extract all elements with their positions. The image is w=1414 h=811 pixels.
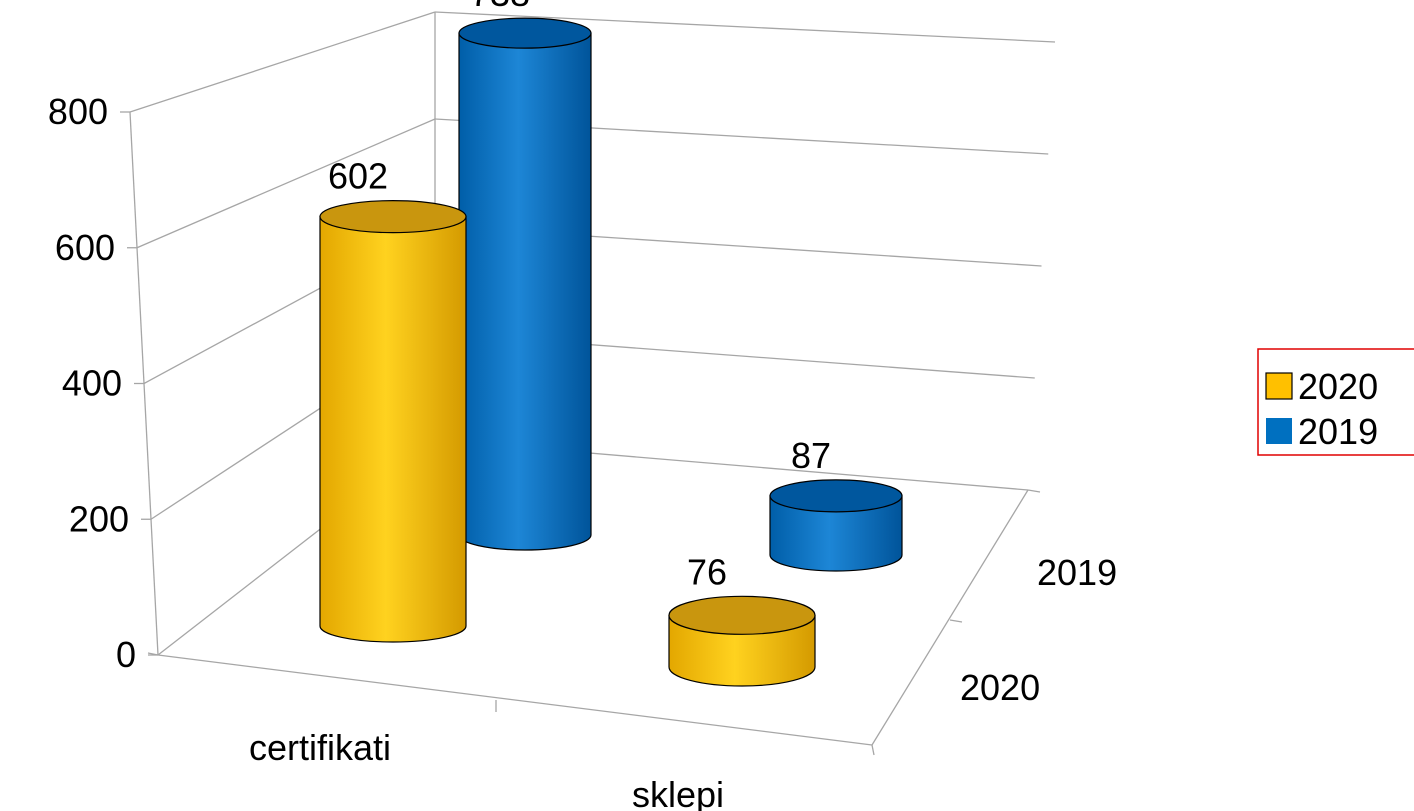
- bar-2019-sklepi-top: [769, 479, 903, 513]
- legend-label-2020: 2020: [1298, 366, 1378, 407]
- side-gridline: [136, 118, 436, 249]
- data-label-2019-sklepi: 87: [791, 435, 831, 476]
- data-label-2020-certifikati: 602: [328, 156, 388, 197]
- axis-tick: [1027, 489, 1041, 493]
- data-label-2020-sklepi: 76: [687, 551, 727, 592]
- legend-swatch-2019: [1266, 418, 1292, 444]
- y-tick-label: 0: [116, 634, 136, 675]
- legend-label-2019: 2019: [1298, 411, 1378, 452]
- data-label-2019-certifikati: 738: [470, 0, 530, 14]
- y-tick-label: 600: [55, 227, 115, 268]
- bar-2020-sklepi: [668, 614, 816, 687]
- y-tick-label: 200: [69, 498, 129, 539]
- axis-tick: [949, 619, 963, 623]
- bar-2019-sklepi: [769, 495, 903, 572]
- depth-axis-line: [871, 489, 1029, 746]
- category-label-sklepi: sklepi: [632, 774, 724, 811]
- bar-2019-certifikati: [458, 32, 592, 551]
- series-2019-bars: [458, 17, 903, 572]
- legend: 2020 2019: [1257, 348, 1414, 456]
- depth-label-2020: 2020: [960, 667, 1040, 708]
- x-axis-line: [157, 654, 873, 746]
- bar-2020-certifikati-top: [319, 200, 467, 234]
- y-tick-label: 400: [62, 363, 122, 404]
- category-label-certifikati: certifikati: [249, 727, 391, 768]
- y-axis-ticks: 0 200 400 600 800: [48, 91, 136, 675]
- bar-2020-sklepi-top: [668, 595, 816, 635]
- data-labels: 602 76 738 87: [328, 0, 831, 592]
- bar-2019-certifikati-top: [458, 17, 592, 49]
- axis-tick: [871, 744, 875, 756]
- series-2020-bars: [319, 200, 816, 687]
- depth-label-2019: 2019: [1037, 552, 1117, 593]
- y-tick-label: 800: [48, 91, 108, 132]
- bar-2020-certifikati: [319, 216, 467, 643]
- legend-box: [1257, 348, 1414, 456]
- back-gridline: [434, 11, 1056, 43]
- legend-swatch-2020: [1265, 372, 1293, 400]
- side-gridline: [129, 11, 436, 113]
